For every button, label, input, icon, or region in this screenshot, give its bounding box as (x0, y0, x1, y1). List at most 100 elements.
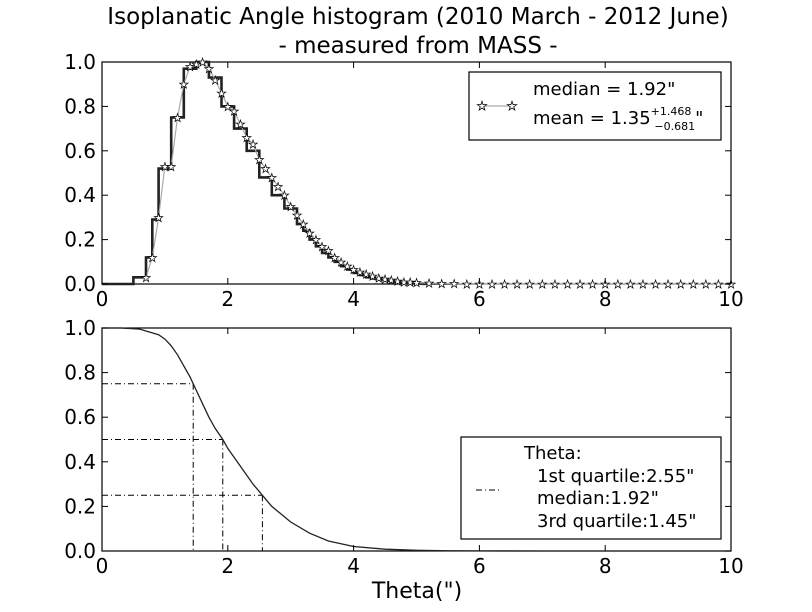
star-marker-point: ★ (311, 234, 321, 247)
histogram-x-tick-label: 2 (221, 287, 234, 311)
star-marker-point: ★ (286, 200, 296, 213)
star-marker-point: ★ (191, 58, 201, 71)
cumulative-y-tick-label: 0.4 (64, 450, 96, 474)
star-marker-point: ★ (254, 154, 264, 167)
star-marker-point: ★ (166, 160, 176, 173)
star-marker-point: ★ (154, 211, 164, 224)
cumulative-legend-box (460, 436, 722, 540)
star-marker-series-line (145, 61, 731, 285)
histogram-y-tick-label: 1.0 (64, 50, 96, 74)
legend-mean-text: mean = 1.35 (533, 108, 651, 129)
star-marker-point: ★ (474, 278, 484, 291)
star-marker-point: ★ (374, 272, 384, 285)
star-marker-point: ★ (147, 251, 157, 264)
star-marker-point: ★ (355, 266, 365, 279)
histogram-x-tick-label: 0 (96, 287, 109, 311)
cumulative-x-tick-label: 4 (347, 554, 360, 578)
histogram-steps-series (102, 60, 430, 286)
histogram-x-tick-label: 8 (599, 287, 612, 311)
star-marker-point: ★ (424, 277, 434, 290)
star-marker-point: ★ (185, 60, 195, 73)
star-marker-point: ★ (349, 264, 359, 277)
star-marker-point: ★ (575, 278, 585, 291)
star-marker-point: ★ (462, 278, 472, 291)
legend-star-marker: ★ (507, 99, 518, 113)
cumulative-y-tick-label: 0.2 (64, 494, 96, 518)
star-marker-point: ★ (563, 278, 573, 291)
star-marker-point: ★ (292, 209, 302, 222)
star-marker-point: ★ (449, 278, 459, 291)
histogram-y-tick-label: 0.8 (64, 94, 96, 118)
star-marker-point: ★ (330, 251, 340, 264)
star-marker-point: ★ (141, 271, 151, 284)
histogram-plot: ★★★★★★★★★★★★★★★★★★★★★★★★★★★★★★★★★★★★★★★★… (64, 50, 744, 311)
star-marker-point: ★ (229, 105, 239, 118)
star-marker-point: ★ (713, 278, 723, 291)
chart-title-line2: - measured from MASS - (278, 33, 557, 59)
star-marker-point: ★ (204, 63, 214, 76)
star-marker-point: ★ (386, 274, 396, 287)
cumulative-x-tick-label: 2 (221, 554, 234, 578)
legend-mean: mean = 1.35+1.468 −0.681" (533, 105, 703, 133)
star-marker-point: ★ (298, 218, 308, 231)
cumulative-y-tick-label: 1.0 (64, 316, 96, 340)
star-marker-point: ★ (173, 112, 183, 125)
star-marker-point: ★ (676, 278, 686, 291)
legend-mean-sub: −0.681 (654, 120, 695, 133)
histogram-y-tick-label: 0.0 (64, 272, 96, 296)
star-marker-point: ★ (179, 78, 189, 91)
star-marker-point: ★ (512, 278, 522, 291)
legend-star-marker: ★ (477, 99, 488, 113)
star-marker-point: ★ (323, 245, 333, 258)
cumulative-plot: 0 2 4 6 8 10 0.0 0.2 0.4 0.6 0.8 1.0 Theta: 1st qua… (64, 316, 744, 604)
cumulative-curve-series (102, 327, 731, 552)
histogram-x-tick-label: 6 (473, 287, 486, 311)
cumulative-x-tick-label: 10 (718, 554, 743, 578)
histogram-y-tick-label: 0.4 (64, 183, 96, 207)
star-marker-point: ★ (525, 278, 535, 291)
cumulative-x-tick-label: 6 (473, 554, 486, 578)
histogram-x-tick-label: 4 (347, 287, 360, 311)
histogram-x-tick-label: 10 (718, 287, 743, 311)
star-marker-point: ★ (160, 160, 170, 173)
star-marker-point: ★ (198, 56, 208, 69)
star-marker-point: ★ (235, 118, 245, 131)
x-axis-label: Theta(") (371, 579, 462, 604)
star-marker-point: ★ (726, 278, 736, 291)
star-marker-point: ★ (550, 278, 560, 291)
star-marker-point: ★ (651, 278, 661, 291)
histogram-y-tick-label: 0.2 (64, 228, 96, 252)
star-marker-point: ★ (405, 276, 415, 289)
histogram-legend: ★ ★ median = 1.92" mean = 1.35+1.468 −0.6… (468, 71, 722, 141)
chart-title-line1: Isoplanatic Angle histogram (2010 March … (107, 4, 728, 30)
star-marker-point: ★ (613, 278, 623, 291)
star-marker-point: ★ (638, 278, 648, 291)
star-marker-point: ★ (361, 268, 371, 281)
star-marker-point: ★ (336, 256, 346, 269)
star-marker-point: ★ (688, 278, 698, 291)
legend-median: median = 1.92" (533, 79, 675, 100)
legend-mean-suffix: " (695, 108, 703, 129)
star-marker-point: ★ (223, 100, 233, 113)
cumulative-y-tick-label: 0.0 (64, 539, 96, 563)
star-marker-point: ★ (663, 278, 673, 291)
star-marker-point: ★ (600, 278, 610, 291)
star-marker-point: ★ (368, 270, 378, 283)
star-marker-point: ★ (625, 278, 635, 291)
star-marker-point: ★ (210, 74, 220, 87)
star-marker-point: ★ (399, 276, 409, 289)
star-marker-point: ★ (487, 278, 497, 291)
cumulative-y-tick-label: 0.8 (64, 361, 96, 385)
star-marker-point: ★ (261, 163, 271, 176)
star-marker-point: ★ (242, 132, 252, 145)
star-marker-point: ★ (380, 273, 390, 286)
legend-mean-sup: +1.468 (651, 105, 692, 118)
star-marker-point: ★ (412, 277, 422, 290)
star-marker-point: ★ (701, 278, 711, 291)
star-marker-point: ★ (537, 278, 547, 291)
legend-q3: 3rd quartile:1.45" (537, 511, 697, 532)
star-marker-point: ★ (500, 278, 510, 291)
cumulative-legend: Theta: 1st quartile:2.55" median:1.92" 3… (460, 436, 722, 540)
star-marker-point: ★ (393, 275, 403, 288)
legend-title: Theta: (523, 443, 582, 464)
